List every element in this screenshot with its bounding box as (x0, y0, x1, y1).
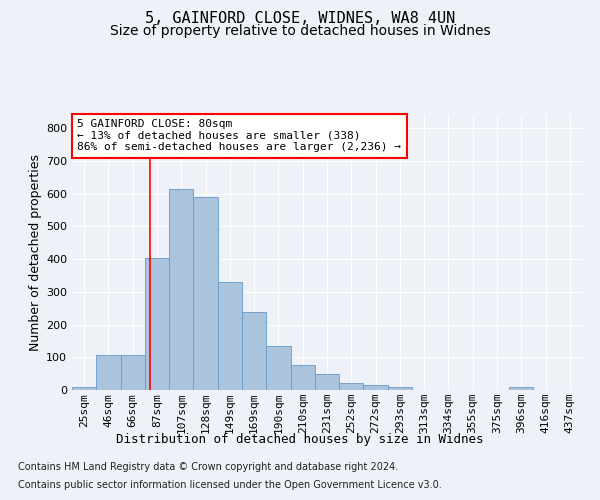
Bar (121, 356, 145, 390)
Bar (266, 346, 290, 390)
Bar (364, 385, 388, 390)
Bar (290, 365, 315, 390)
Text: 5 GAINFORD CLOSE: 80sqm
← 13% of detached houses are smaller (338)
86% of semi-d: 5 GAINFORD CLOSE: 80sqm ← 13% of detache… (77, 119, 401, 152)
Y-axis label: Number of detached properties: Number of detached properties (29, 154, 42, 351)
Bar (509, 388, 533, 390)
Bar (218, 282, 242, 390)
Text: Distribution of detached houses by size in Widnes: Distribution of detached houses by size … (116, 432, 484, 446)
Text: Size of property relative to detached houses in Widnes: Size of property relative to detached ho… (110, 24, 490, 38)
Text: 5, GAINFORD CLOSE, WIDNES, WA8 4UN: 5, GAINFORD CLOSE, WIDNES, WA8 4UN (145, 11, 455, 26)
Bar (242, 312, 266, 390)
Bar (145, 258, 169, 390)
Text: Contains public sector information licensed under the Open Government Licence v3: Contains public sector information licen… (18, 480, 442, 490)
Bar (315, 374, 339, 390)
Bar (339, 383, 364, 390)
Bar (388, 388, 412, 390)
Bar (193, 196, 218, 390)
Bar (96, 356, 121, 390)
Text: Contains HM Land Registry data © Crown copyright and database right 2024.: Contains HM Land Registry data © Crown c… (18, 462, 398, 472)
Bar (169, 189, 193, 390)
Bar (72, 388, 96, 390)
